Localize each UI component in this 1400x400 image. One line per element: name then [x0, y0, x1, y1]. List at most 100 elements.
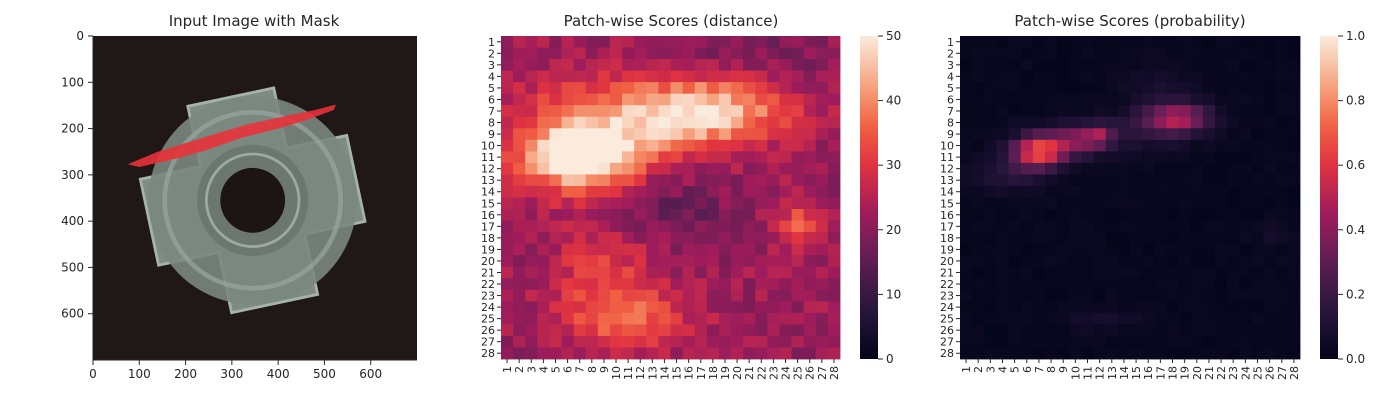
distance-heatmap-cell: [501, 139, 514, 152]
distance-heatmap-cell: [743, 197, 756, 210]
distance-heatmap-cell: [791, 174, 805, 187]
probability-heatmap-cell: [984, 139, 997, 152]
distance-heatmap-cell: [706, 255, 720, 268]
probability-heatmap-cell: [1215, 347, 1228, 360]
probability-heatmap-cell: [1215, 255, 1228, 268]
distance-heatmap-cell: [634, 266, 647, 279]
probability-heatmap-cell: [960, 105, 973, 118]
probability-heatmap-cell: [1142, 301, 1155, 314]
probability-heatmap-cell: [1178, 301, 1192, 314]
distance-heatmap-cell: [634, 255, 647, 268]
probability-heatmap-cell: [1130, 36, 1143, 48]
distance-heatmap-cell: [767, 47, 780, 60]
distance-heatmap-cell: [585, 105, 599, 118]
distance-heatmap-cell: [682, 36, 696, 48]
distance-heatmap-cell: [791, 128, 805, 141]
distance-heatmap-cell: [658, 116, 671, 129]
distance-heatmap-cell: [670, 347, 684, 360]
distance-heatmap-cell: [501, 185, 514, 198]
distance-heatmap-cell: [537, 116, 550, 129]
probability-heatmap-cell: [1166, 116, 1179, 129]
probability-heatmap-cell: [1275, 197, 1289, 210]
probability-heatmap-cell: [960, 335, 973, 348]
distance-heatmap-cell: [573, 185, 587, 198]
probability-heatmap-cell: [1032, 139, 1046, 152]
distance-heatmap-cell: [622, 266, 635, 279]
distance-heatmap-cell: [815, 278, 829, 291]
distance-heatmap-cell: [670, 36, 684, 48]
distance-heatmap-cell: [670, 278, 684, 291]
probability-heatmap-cell: [1275, 93, 1289, 106]
distance-heatmap-cell: [537, 82, 550, 95]
distance-heatmap-cell: [585, 335, 599, 348]
probability-heatmap-cell: [1057, 82, 1070, 95]
distance-heatmap-cell: [634, 151, 647, 164]
distance-heatmap-cell: [525, 128, 538, 141]
distance-heatmap-cell: [731, 347, 744, 360]
distance-heatmap-cell: [731, 255, 744, 268]
distance-heatmap-cell: [525, 105, 538, 118]
distance-heatmap-cell: [815, 289, 829, 302]
distance-heatmap-cell: [682, 93, 696, 106]
probability-heatmap-y-tick-label: 10: [940, 140, 954, 153]
nut-hole: [220, 167, 286, 233]
distance-heatmap-cell: [731, 209, 744, 221]
probability-heatmap-cell: [1045, 289, 1058, 302]
probability-heatmap-cell: [1166, 59, 1179, 72]
probability-heatmap-cell: [1251, 335, 1264, 348]
distance-heatmap-cell: [767, 289, 780, 302]
distance-heatmap-cell: [670, 266, 684, 279]
distance-heatmap-cell: [561, 312, 575, 325]
distance-heatmap-cell: [549, 289, 562, 302]
distance-heatmap-cell: [513, 59, 526, 72]
probability-heatmap-cell: [1190, 128, 1204, 141]
probability-heatmap-cell: [1166, 232, 1179, 245]
probability-heatmap-cell: [996, 151, 1009, 164]
probability-heatmap-cell: [1093, 36, 1107, 48]
probability-heatmap-cell: [1275, 139, 1289, 152]
probability-heatmap-cell: [1117, 185, 1131, 198]
probability-heatmap-cell: [1020, 289, 1034, 302]
distance-heatmap-cell: [525, 174, 538, 187]
distance-heatmap-cell: [513, 197, 526, 210]
probability-heatmap-cell: [1105, 70, 1119, 83]
distance-heatmap-cell: [585, 70, 599, 83]
nut-ring-outer: [162, 110, 343, 291]
distance-heatmap-cell: [803, 36, 817, 48]
probability-heatmap-cell: [972, 151, 985, 164]
probability-heatmap-x-tick-label: 27: [1276, 366, 1289, 380]
distance-heatmap-cell: [549, 59, 562, 72]
probability-heatmap-x-tick-label: 6: [1021, 366, 1034, 373]
distance-heatmap-cell: [622, 139, 635, 152]
probability-heatmap-cell: [1215, 116, 1228, 129]
distance-heatmap-cell: [513, 312, 526, 325]
distance-heatmap-cell: [513, 36, 526, 48]
distance-heatmap-cell: [706, 335, 720, 348]
probability-heatmap-cell: [1008, 128, 1022, 141]
probability-heatmap-cell: [1263, 139, 1277, 152]
distance-heatmap-cell: [743, 335, 756, 348]
distance-heatmap-cell: [622, 243, 635, 256]
distance-heatmap-cell: [815, 82, 829, 95]
distance-heatmap-cell: [646, 151, 659, 164]
distance-heatmap-cell: [706, 278, 720, 291]
distance-heatmap-x-tick-label: 4: [537, 366, 550, 373]
probability-heatmap-cell: [1239, 162, 1252, 175]
probability-heatmap-cell: [1130, 139, 1143, 152]
distance-heatmap-cell: [658, 220, 671, 233]
probability-heatmap-x-tick-label: 7: [1033, 366, 1046, 373]
probability-heatmap-y-tick-label: 13: [940, 174, 954, 187]
probability-heatmap-cell: [1142, 335, 1155, 348]
probability-heatmap-cell: [1263, 128, 1277, 141]
distance-heatmap-cell: [501, 335, 514, 348]
distance-heatmap-cell: [573, 162, 587, 175]
probability-heatmap-cell: [1081, 93, 1094, 106]
probability-heatmap-cell: [1287, 266, 1301, 279]
probability-heatmap-cell: [960, 232, 973, 245]
distance-heatmap-cell: [501, 324, 514, 337]
probability-heatmap-cell: [1239, 82, 1252, 95]
distance-heatmap-cell: [718, 105, 732, 118]
distance-heatmap-cell: [561, 59, 575, 72]
distance-heatmap-cell: [779, 197, 792, 210]
